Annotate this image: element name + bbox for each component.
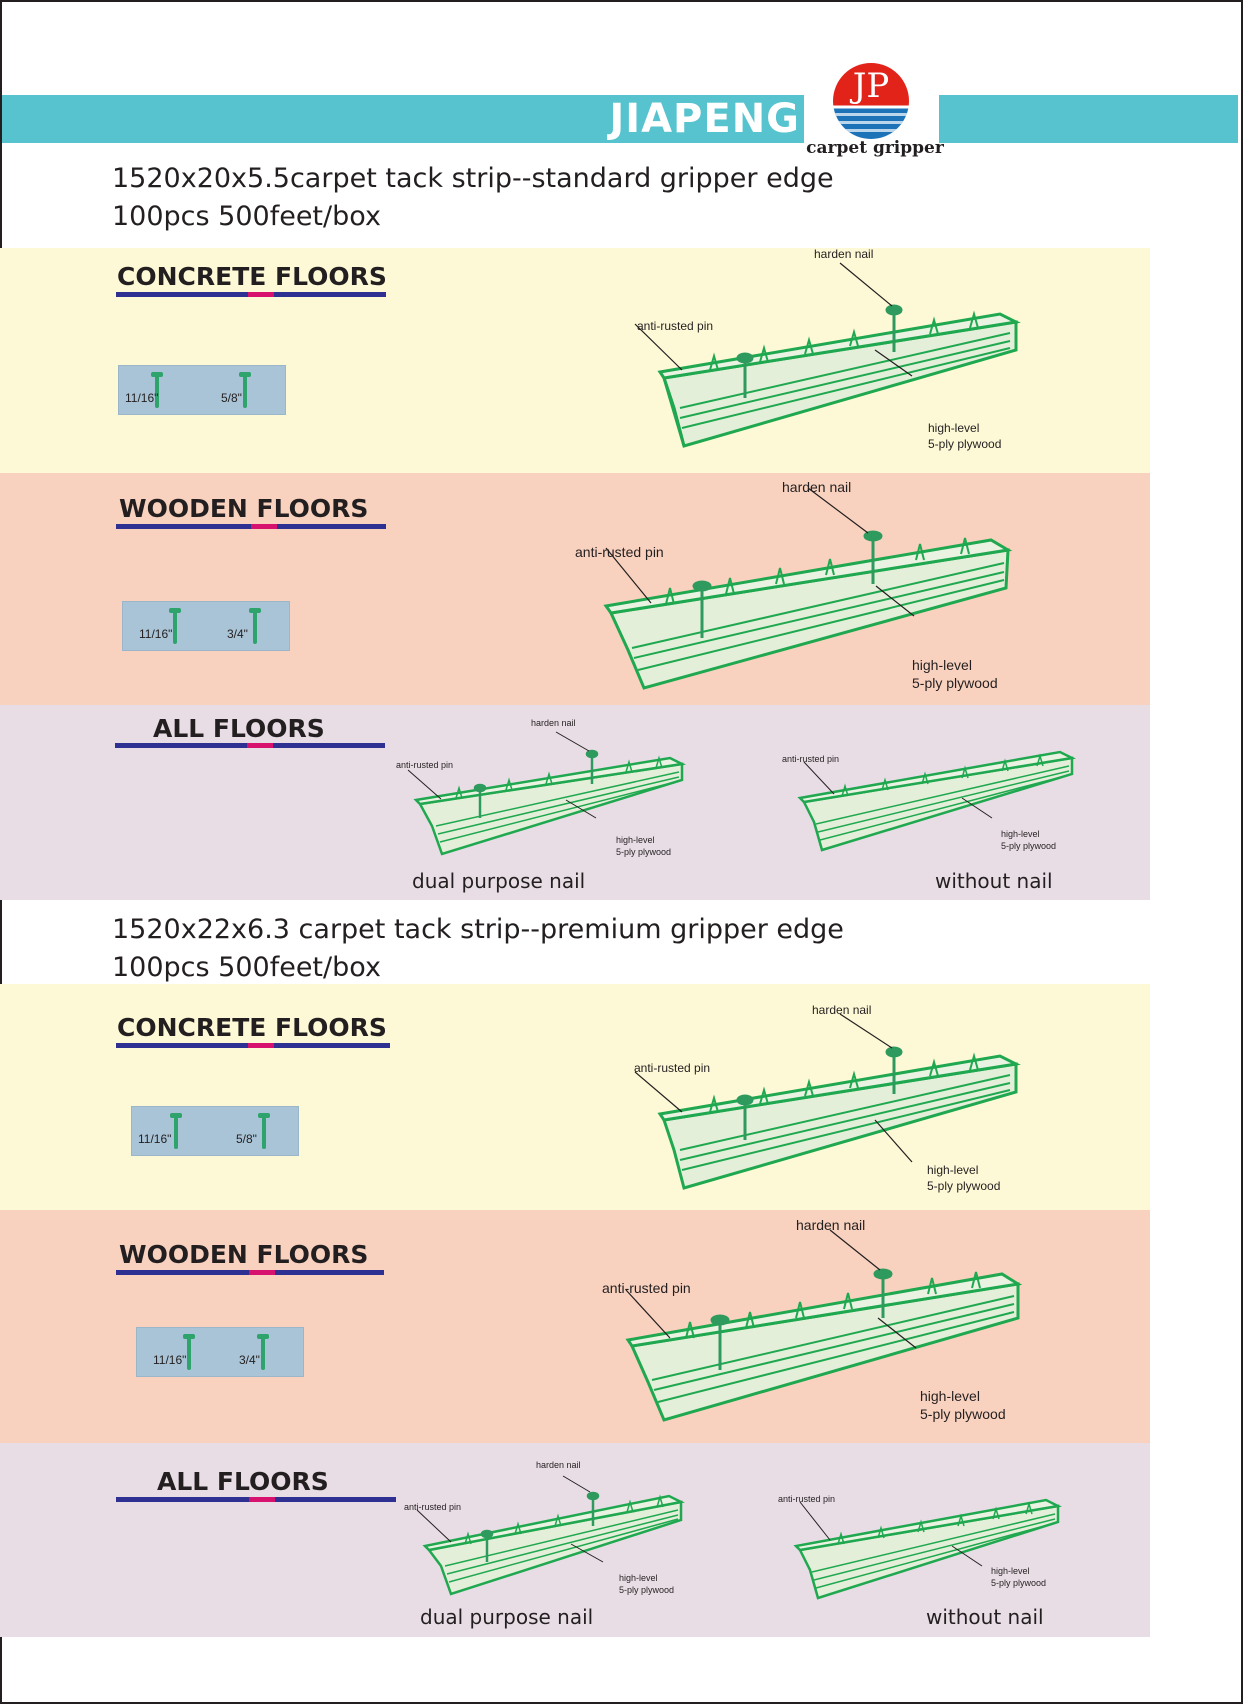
callout-plywood: 5-ply plywood [927,1179,1000,1193]
tack-strip-diagram: harden nail anti-rusted pin high-level 5… [404,1460,685,1596]
callout-harden-nail: harden nail [782,479,851,495]
callout-harden-nail: harden nail [536,1460,581,1470]
callout-high-level: high-level [920,1388,980,1404]
product-packing: 100pcs 500feet/box [112,952,381,983]
tack-strip-diagram: anti-rusted pin high-level 5-ply plywood [778,1494,1062,1600]
floor-title: WOODEN FLOORS [119,1240,369,1269]
callout-plywood: 5-ply plywood [991,1578,1046,1588]
nail-size-label: 5/8" [221,391,242,405]
tack-strip-diagram: anti-rusted pin high-level 5-ply plywood [782,750,1077,852]
callout-anti-rusted-pin: anti-rusted pin [782,754,839,764]
callout-plywood: 5-ply plywood [920,1406,1006,1422]
callout-high-level: high-level [619,1573,658,1583]
header-bar-left [2,95,804,143]
nail-size-box: 11/16" 5/8" [131,1106,299,1156]
nail-icon [258,1113,270,1151]
nail-size-label: 11/16" [125,391,159,405]
callout-anti-rusted-pin: anti-rusted pin [404,1502,461,1512]
variant-caption: without nail [935,869,1053,893]
title-underline [116,292,386,297]
nail-icon [249,608,261,646]
callout-high-level: high-level [927,1163,978,1177]
floor-title: CONCRETE FLOORS [117,262,387,291]
header-bar-right [939,95,1238,143]
nail-size-box: 11/16" 3/4" [136,1327,304,1377]
callout-plywood: 5-ply plywood [928,437,1001,451]
logo-caption: carpet gripper [806,138,944,158]
product-packing: 100pcs 500feet/box [112,201,381,232]
nail-size-label: 11/16" [138,1132,172,1146]
title-underline [116,1497,396,1502]
nail-icon [183,1334,195,1372]
nail-size-box: 11/16" 5/8" [118,365,286,415]
variant-caption: dual purpose nail [412,869,586,893]
callout-anti-rusted-pin: anti-rusted pin [637,319,713,333]
callout-plywood: 5-ply plywood [616,847,671,857]
floor-title: ALL FLOORS [157,1467,329,1496]
callout-harden-nail: harden nail [796,1217,865,1233]
tack-strip-diagram: harden nail anti-rusted pin high-level 5… [634,1003,1021,1193]
tack-strip-diagram: harden nail anti-rusted pin high-level 5… [575,479,1013,691]
callout-high-level: high-level [1001,829,1040,839]
callout-high-level: high-level [928,421,979,435]
floor-title: CONCRETE FLOORS [117,1013,387,1042]
callout-high-level: high-level [912,657,972,673]
variant-caption: dual purpose nail [420,1605,594,1629]
nail-size-label: 3/4" [239,1353,260,1367]
callout-anti-rusted-pin: anti-rusted pin [634,1061,710,1075]
nail-size-label: 5/8" [236,1132,257,1146]
variant-caption: without nail [926,1605,1044,1629]
tack-strip-diagram: harden nail anti-rusted pin high-level 5… [602,1217,1023,1422]
callout-high-level: high-level [991,1566,1030,1576]
nail-size-box: 11/16" 3/4" [122,601,290,651]
callout-anti-rusted-pin: anti-rusted pin [396,760,453,770]
callout-plywood: 5-ply plywood [619,1585,674,1595]
callout-high-level: high-level [616,835,655,845]
title-underline [116,524,386,529]
product-title: 1520x20x5.5carpet tack strip--standard g… [112,163,834,194]
nail-size-label: 11/16" [139,627,173,641]
title-underline [116,1270,384,1275]
callout-harden-nail: harden nail [812,1003,871,1017]
callout-anti-rusted-pin: anti-rusted pin [778,1494,835,1504]
tack-strip-diagram: harden nail anti-rusted pin high-level 5… [634,247,1021,451]
nail-size-label: 11/16" [153,1353,187,1367]
callout-harden-nail: harden nail [814,247,873,261]
callout-plywood: 5-ply plywood [912,675,998,691]
callout-plywood: 5-ply plywood [1001,841,1056,851]
nail-icon [170,1113,182,1151]
logo-letters: JP [852,66,890,106]
callout-anti-rusted-pin: anti-rusted pin [575,544,664,560]
logo-icon [833,63,909,139]
tack-strip-diagram: harden nail anti-rusted pin high-level 5… [396,718,687,857]
callout-harden-nail: harden nail [531,718,576,728]
callout-anti-rusted-pin: anti-rusted pin [602,1280,691,1296]
title-underline [116,1043,390,1048]
nail-icon [169,608,181,646]
floor-title: ALL FLOORS [153,714,325,743]
nail-icon [239,372,251,410]
brand-name: JIAPENG [609,96,800,142]
nail-icon [151,372,163,410]
nail-icon [257,1334,269,1372]
title-underline [115,743,385,748]
product-title: 1520x22x6.3 carpet tack strip--premium g… [112,914,844,945]
floor-title: WOODEN FLOORS [119,494,369,523]
nail-size-label: 3/4" [227,627,248,641]
